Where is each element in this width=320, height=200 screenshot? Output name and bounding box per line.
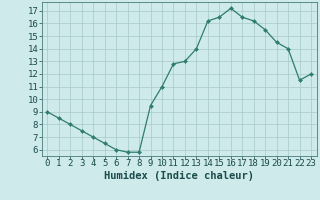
X-axis label: Humidex (Indice chaleur): Humidex (Indice chaleur) <box>104 171 254 181</box>
